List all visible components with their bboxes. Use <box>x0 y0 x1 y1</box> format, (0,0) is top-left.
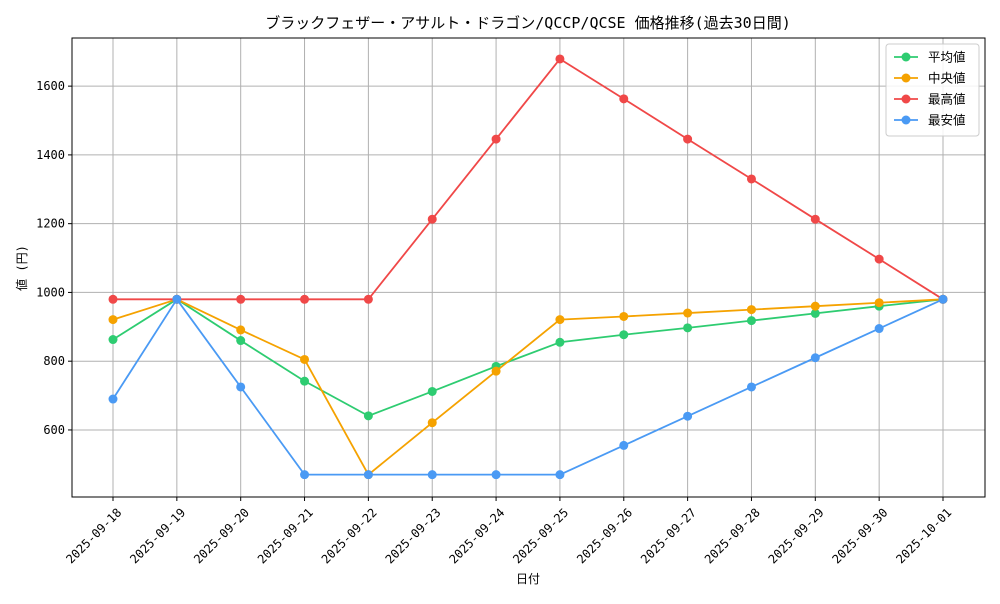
data-point <box>108 315 118 325</box>
data-point <box>683 323 693 333</box>
data-point <box>683 308 693 318</box>
data-point <box>236 294 246 304</box>
data-point <box>746 305 756 315</box>
x-tick-label: 2025-09-27 <box>638 505 699 566</box>
data-point <box>300 354 310 364</box>
x-axis-label: 日付 <box>516 572 540 586</box>
data-point <box>683 134 693 144</box>
y-axis-label: 値 (円) <box>14 245 29 291</box>
data-point <box>874 324 884 334</box>
y-tick-label: 800 <box>43 354 65 368</box>
series-line <box>112 298 944 476</box>
data-point <box>810 301 820 311</box>
data-point <box>619 330 629 340</box>
x-tick-label: 2025-09-18 <box>63 505 124 566</box>
data-point <box>427 386 437 396</box>
data-point <box>619 311 629 321</box>
data-point <box>236 325 246 335</box>
data-point <box>874 254 884 264</box>
series-2 <box>108 294 948 480</box>
data-point <box>427 214 437 224</box>
series-1 <box>108 294 948 421</box>
data-point <box>810 308 820 318</box>
data-point <box>236 382 246 392</box>
data-point <box>363 411 373 421</box>
legend-marker <box>901 52 911 62</box>
x-tick-label: 2025-10-01 <box>893 505 954 566</box>
x-tick-label: 2025-09-28 <box>702 505 763 566</box>
x-tick-label: 2025-09-25 <box>510 505 571 566</box>
data-point <box>491 134 501 144</box>
data-point <box>427 418 437 428</box>
legend-marker <box>901 73 911 83</box>
data-point <box>555 470 565 480</box>
data-point <box>874 298 884 308</box>
x-tick-label: 2025-09-22 <box>319 505 380 566</box>
data-point <box>555 337 565 347</box>
data-point <box>363 294 373 304</box>
data-point <box>427 470 437 480</box>
data-point <box>746 316 756 326</box>
data-point <box>300 294 310 304</box>
data-point <box>746 382 756 392</box>
x-tick-label: 2025-09-21 <box>255 505 316 566</box>
chart-title: ブラックフェザー・アサルト・ドラゴン/QCCP/QCSE 価格推移(過去30日間… <box>265 14 790 32</box>
data-point <box>683 411 693 421</box>
data-point <box>491 366 501 376</box>
data-point <box>938 294 948 304</box>
x-tick-label: 2025-09-24 <box>446 505 507 566</box>
x-tick-label: 2025-09-20 <box>191 505 252 566</box>
data-point <box>363 470 373 480</box>
legend-label: 最安値 <box>928 113 966 128</box>
data-point <box>236 336 246 346</box>
legend-label: 平均値 <box>928 50 966 65</box>
data-point <box>810 353 820 363</box>
series-4 <box>108 294 948 480</box>
grid <box>72 38 985 497</box>
y-tick-label: 1000 <box>36 285 65 299</box>
data-point <box>108 294 118 304</box>
axes: 2025-09-18 2025-09-19 2025-09-20 2025-09-21… <box>36 79 954 566</box>
legend-marker <box>901 94 911 104</box>
x-tick-label: 2025-09-29 <box>766 505 827 566</box>
legend-label: 中央値 <box>928 71 966 86</box>
x-tick-label: 2025-09-19 <box>127 505 188 566</box>
data-point <box>108 335 118 345</box>
data-point <box>300 376 310 386</box>
data-point <box>491 470 501 480</box>
y-tick-label: 1200 <box>36 217 65 231</box>
series-group <box>108 54 948 480</box>
plot-frame <box>71 37 986 498</box>
data-point <box>172 294 182 304</box>
data-point <box>746 174 756 184</box>
data-point <box>555 54 565 64</box>
y-tick-label: 1400 <box>36 148 65 162</box>
x-tick-label: 2025-09-26 <box>574 505 635 566</box>
data-point <box>300 470 310 480</box>
y-tick-label: 600 <box>43 423 65 437</box>
data-point <box>619 440 629 450</box>
series-line <box>112 298 944 417</box>
legend-box <box>885 43 980 137</box>
y-tick-label: 1600 <box>36 79 65 93</box>
data-point <box>619 94 629 104</box>
legend-label: 最高値 <box>928 92 966 107</box>
series-line <box>112 298 944 476</box>
series-3 <box>108 54 948 304</box>
legend-marker <box>901 115 911 125</box>
data-point <box>555 315 565 325</box>
x-tick-label: 2025-09-30 <box>830 505 891 566</box>
x-tick-label: 2025-09-23 <box>383 505 444 566</box>
data-point <box>810 214 820 224</box>
series-line <box>113 58 944 301</box>
data-point <box>108 394 118 404</box>
